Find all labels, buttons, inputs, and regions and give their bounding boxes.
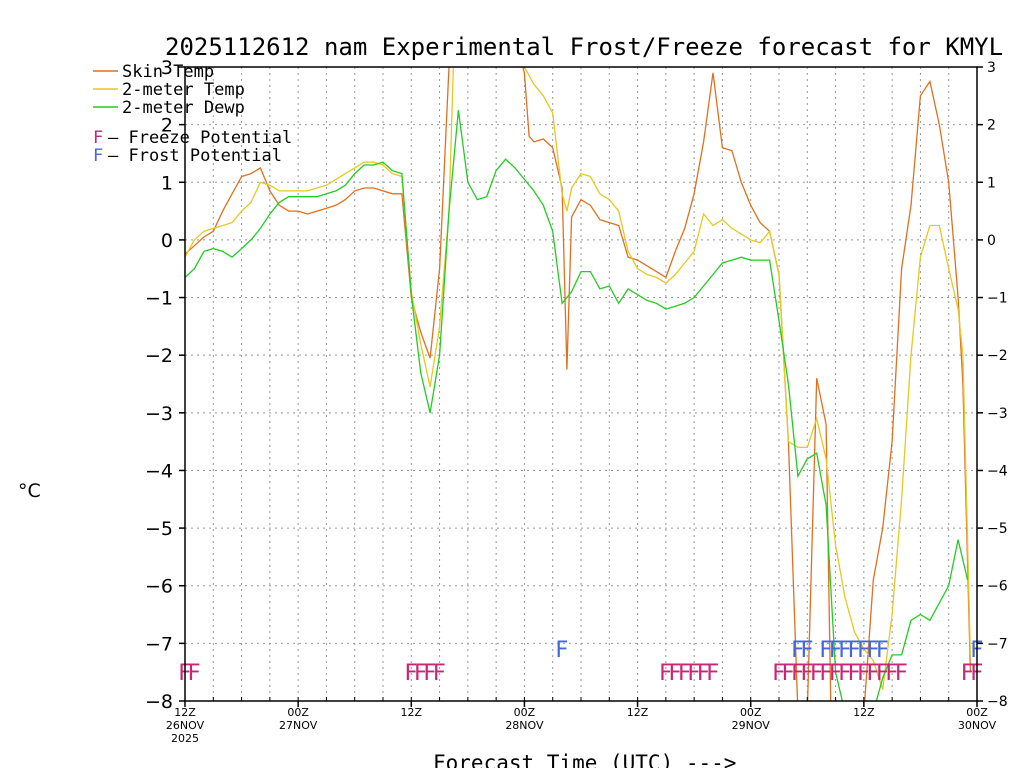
y-tick-label-right: −8 [987, 694, 1008, 710]
freeze-marker: F [819, 661, 832, 686]
y-tick-label: 3 [161, 57, 173, 79]
x-tick-label: 00Z [966, 706, 988, 719]
y-tick-label: −2 [145, 345, 173, 367]
y-axis-left: 3 2 1 0 −1 −2 −3 −4 −5 −6 −7 −8 [145, 57, 950, 713]
x-tick-label: 12Z [627, 706, 649, 719]
freeze-marker: F [800, 661, 813, 686]
plot-frame [184, 66, 978, 702]
x-tick-label: 30NOV [958, 719, 997, 732]
freeze-marker: F [810, 661, 823, 686]
y-tick-label: 1 [161, 172, 173, 194]
freeze-marker: F [895, 661, 908, 686]
freeze-marker: F [187, 661, 200, 686]
x-tick-label: 00Z [287, 706, 309, 719]
series-line-2-meter-dewp [185, 110, 969, 701]
freeze-marker: F [885, 661, 898, 686]
y-tick-label-right: −3 [987, 406, 1008, 422]
y-tick-label: 2 [161, 115, 173, 137]
frost-marker: F [800, 638, 813, 663]
y-tick-label-right: −2 [987, 348, 1008, 364]
legend-potential-label: — Freeze Potential [108, 128, 292, 148]
freeze-marker: F [876, 661, 889, 686]
frost-marker: F [791, 638, 804, 663]
x-tick-label: 12Z [174, 706, 196, 719]
freeze-marker: F [847, 661, 860, 686]
y-tick-label-right: −4 [987, 463, 1008, 479]
y-tick-label: −5 [145, 518, 173, 540]
freeze-marker: F [838, 661, 851, 686]
freeze-marker: F [706, 661, 719, 686]
x-tick-label: 2025 [171, 732, 199, 745]
freeze-marker: F [961, 661, 974, 686]
y-tick-label: −3 [145, 403, 173, 425]
freeze-marker: F [404, 661, 417, 686]
y-tick-label: −4 [145, 460, 173, 482]
freeze-marker: F [668, 661, 681, 686]
x-tick-label: 12Z [401, 706, 423, 719]
legend-label: 2-meter Dewp [122, 98, 245, 118]
y-tick-label-right: −1 [987, 291, 1008, 307]
y-axis-right: 3 2 1 0 −1 −2 −3 −4 −5 −6 −7 −8 [977, 60, 1008, 710]
frost-marker: F [829, 638, 842, 663]
freeze-marker: F [414, 661, 427, 686]
x-tick-label: 26NOV [166, 719, 205, 732]
x-tick-label: 00Z [514, 706, 536, 719]
y-tick-label: −6 [145, 576, 173, 598]
y-tick-label: 0 [161, 230, 173, 252]
frost-marker: F [876, 638, 889, 663]
x-tick-label: 28NOV [505, 719, 544, 732]
freeze-marker: F [829, 661, 842, 686]
frost-marker: F [857, 638, 870, 663]
freeze-marker: F [433, 661, 446, 686]
legend-label: Skin Temp [122, 62, 214, 82]
legend-potential-label: — Frost Potential [108, 146, 282, 166]
freeze-marker: F [781, 661, 794, 686]
y-tick-label: −8 [145, 691, 173, 713]
y-tick-label-right: −5 [987, 521, 1008, 537]
freeze-marker: F [687, 661, 700, 686]
series-line-skin-temp [185, 67, 972, 701]
frost-marker: F [847, 638, 860, 663]
freeze-marker: F [866, 661, 879, 686]
x-tick-label: 27NOV [279, 719, 318, 732]
y-tick-label-right: 2 [987, 118, 996, 134]
y-tick-label-right: 0 [987, 233, 996, 249]
freeze-marker: F [857, 661, 870, 686]
series-line-2-meter-temp [185, 67, 972, 690]
grid [185, 67, 977, 701]
y-tick-label: −1 [145, 288, 173, 310]
series-layer [185, 67, 972, 701]
frost-marker: F [555, 638, 568, 663]
x-tick-label: 29NOV [732, 719, 771, 732]
frost-marker: F [866, 638, 879, 663]
freeze-marker: F [772, 661, 785, 686]
freeze-marker: F [423, 661, 436, 686]
frost-marker: F [819, 638, 832, 663]
legend-potential-letter: F [93, 128, 103, 148]
freeze-marker: F [791, 661, 804, 686]
y-tick-label-right: −7 [987, 636, 1008, 652]
y-tick-label: −7 [145, 633, 173, 655]
y-tick-label-right: 3 [987, 60, 996, 76]
freeze-marker: F [697, 661, 710, 686]
y-tick-label-right: −6 [987, 579, 1008, 595]
chart-title: 2025112612 nam Experimental Frost/Freeze… [165, 33, 1003, 61]
legend-potential-letter: F [93, 146, 103, 166]
y-axis-label: °C [18, 480, 41, 502]
x-tick-label: 12Z [853, 706, 875, 719]
x-axis-label: Forecast Time (UTC) ---> [433, 751, 736, 768]
freeze-marker: F [678, 661, 691, 686]
legend-label: 2-meter Temp [122, 80, 245, 100]
y-tick-label-right: 1 [987, 175, 996, 191]
x-tick-label: 00Z [740, 706, 762, 719]
freeze-marker: F [659, 661, 672, 686]
frost-marker: F [838, 638, 851, 663]
